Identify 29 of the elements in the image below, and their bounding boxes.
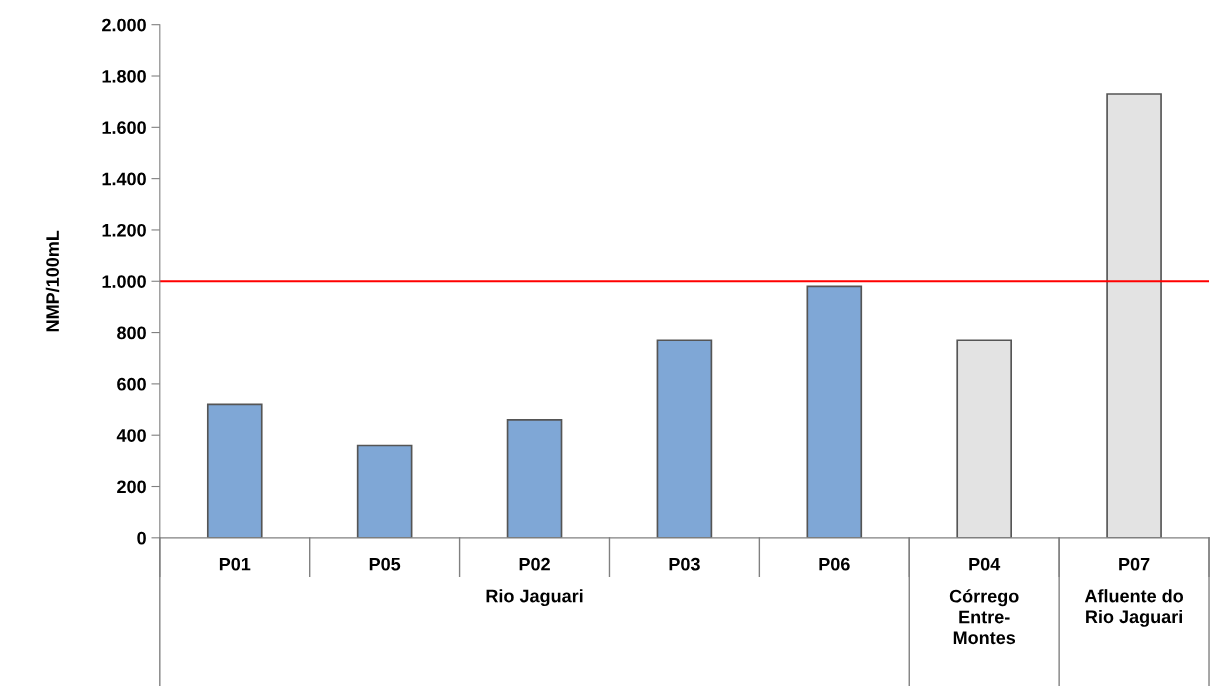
- x-tick-label: P03: [669, 557, 700, 571]
- text: Córrego Entre- Montes: [949, 589, 1019, 645]
- y-axis-title: NMP/100mL: [45, 230, 60, 332]
- bar: [806, 285, 863, 538]
- y-tick-label: 800: [117, 326, 146, 340]
- x-tick-label: P02: [519, 557, 550, 571]
- y-tick-label: 600: [117, 377, 146, 391]
- text: Rio Jaguari: [486, 589, 583, 607]
- x-tick-label: P07: [1119, 557, 1150, 571]
- bar: [1106, 93, 1162, 538]
- y-tick-label: 1.400: [102, 172, 146, 186]
- y-tick-label: 0: [137, 531, 146, 545]
- y-tick-label: 1.000: [102, 275, 146, 288]
- bar: [506, 418, 563, 538]
- bar: [956, 339, 1013, 538]
- x-tick-label: P01: [219, 557, 251, 571]
- x-tick-label: P06: [819, 557, 850, 571]
- text: Afluente do Rio Jaguari: [1084, 589, 1184, 627]
- bar: [656, 339, 713, 538]
- x-tick-label: P04: [969, 557, 1001, 571]
- y-tick-label: 1.600: [102, 121, 146, 135]
- y-tick-label: 200: [117, 480, 146, 494]
- bar: [356, 444, 413, 538]
- y-tick-label: 2.000: [102, 18, 146, 32]
- bar: [206, 403, 263, 538]
- x-tick-label: P05: [369, 557, 401, 571]
- y-tick-label: 1.200: [102, 223, 146, 237]
- y-tick-label: 1.800: [102, 69, 146, 83]
- y-tick-label: 400: [116, 429, 146, 442]
